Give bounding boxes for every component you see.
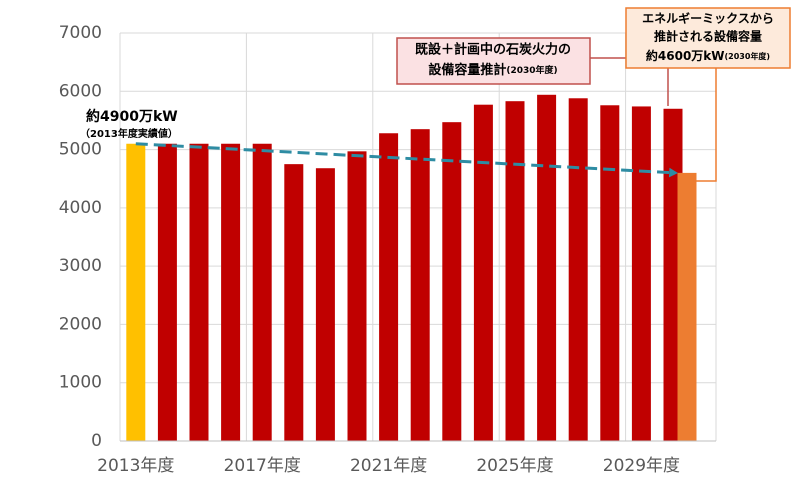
mix-line2: 推計される設備容量 [654,29,762,44]
y-tick-label: 0 [91,431,102,451]
bar [347,151,367,441]
bar [410,129,430,441]
y-tick-label: 1000 [59,373,102,393]
x-tick-label: 2021年度 [350,456,427,476]
bar [252,143,272,441]
bar [157,143,177,441]
trend-line [135,142,676,175]
x-tick-label: 2013年度 [97,456,174,476]
coal-box [396,37,591,85]
bar [600,105,620,441]
mix-line3-text: 約4600万kW [646,48,725,63]
y-tick-label: 4000 [59,198,102,218]
y-tick-label: 7000 [59,23,102,43]
actual-line1: 約4900万kW [86,108,178,125]
trend-arrowhead [668,167,678,178]
mix-line3: 約4600万kW(2030年度) [646,48,770,63]
x-tick-label: 2017年度 [224,456,301,476]
y-tick-label: 3000 [59,256,102,276]
bar [221,143,241,441]
bar [568,98,588,441]
bar [315,168,335,442]
coal-note: (2030年度) [506,64,557,76]
coal-line1: 既設＋計画中の石炭火力の [415,42,571,58]
bar [284,164,304,441]
x-tick-label: 2025年度 [476,456,553,476]
actual-line2: （2013年度実績値） [80,127,178,140]
y-tick-label: 2000 [59,314,102,334]
bar [473,104,493,441]
bar [631,106,651,441]
bar [379,133,399,441]
x-tick-label: 2029年度 [603,456,680,476]
bar [442,122,462,442]
coal-line2-text: 設備容量推計 [428,62,506,78]
y-tick-label: 5000 [59,140,102,160]
mix-box [625,7,791,69]
bar [126,143,146,441]
bar [537,94,557,441]
bar [677,172,697,441]
mix-connector [693,68,717,182]
mix-note: (2030年度) [725,51,771,61]
coal-line2: 設備容量推計(2030年度) [428,62,557,78]
bar [189,143,209,441]
y-tick-label: 6000 [59,81,102,101]
mix-line1: エネルギーミックスから [642,11,774,26]
bar [505,101,525,442]
